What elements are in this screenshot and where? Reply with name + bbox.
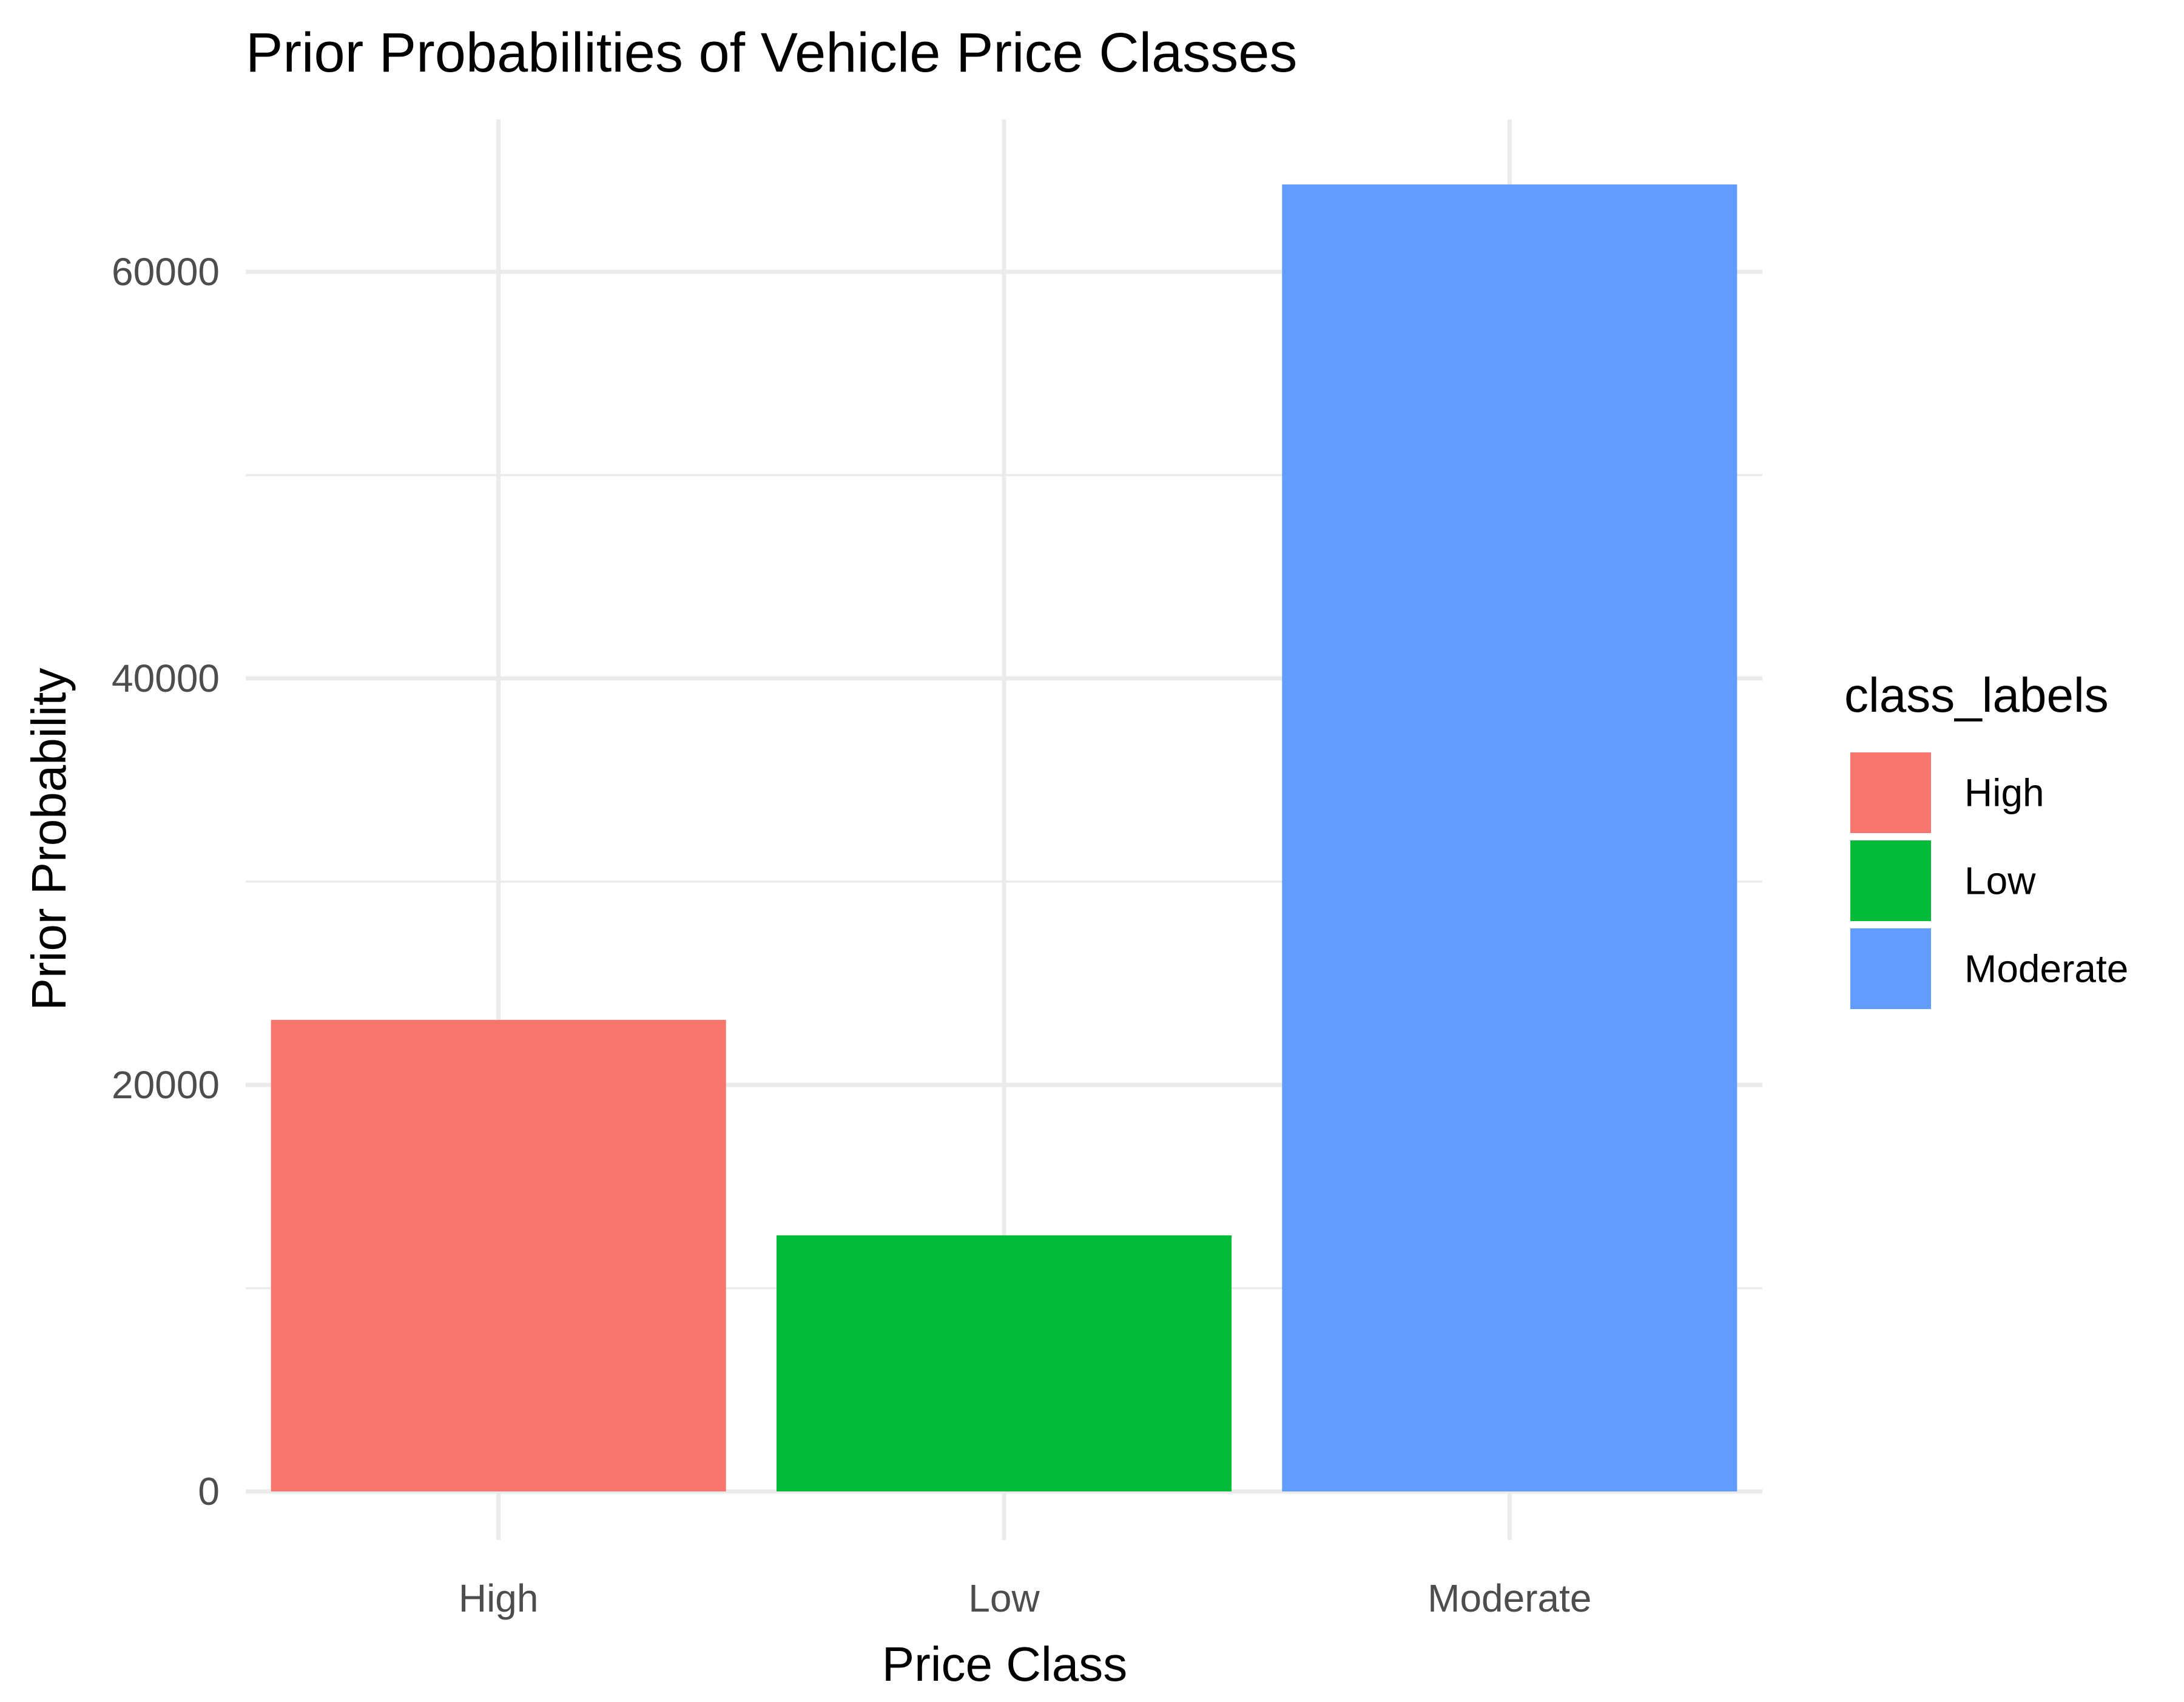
- bars: [271, 184, 1737, 1492]
- y-axis-ticks: 0 20000 40000 60000: [112, 250, 220, 1513]
- x-tick-label: Moderate: [1427, 1576, 1591, 1620]
- y-tick-label: 20000: [112, 1063, 220, 1107]
- chart-title: Prior Probabilities of Vehicle Price Cla…: [246, 22, 1297, 84]
- x-axis-ticks: High Low Moderate: [459, 1576, 1592, 1620]
- legend-label: High: [1964, 771, 2044, 815]
- y-axis-title: Prior Probability: [22, 668, 76, 1011]
- bar-high: [271, 1019, 726, 1491]
- x-axis-title: Price Class: [882, 1637, 1128, 1691]
- legend-label: Low: [1964, 859, 2036, 903]
- legend-key-low: [1850, 840, 1931, 921]
- y-tick-label: 0: [198, 1470, 220, 1513]
- legend-label: Moderate: [1964, 947, 2128, 991]
- legend-title: class_labels: [1844, 668, 2109, 722]
- legend-key-moderate: [1850, 928, 1931, 1009]
- bar-low: [777, 1235, 1232, 1491]
- legend: class_labels High Low Moderate: [1844, 668, 2128, 1009]
- x-tick-label: High: [459, 1576, 539, 1620]
- y-tick-label: 60000: [112, 250, 220, 294]
- bar-moderate: [1282, 184, 1737, 1492]
- legend-items: High Low Moderate: [1850, 752, 2128, 1009]
- y-tick-label: 40000: [112, 657, 220, 700]
- legend-key-high: [1850, 752, 1931, 833]
- x-tick-label: Low: [968, 1576, 1040, 1620]
